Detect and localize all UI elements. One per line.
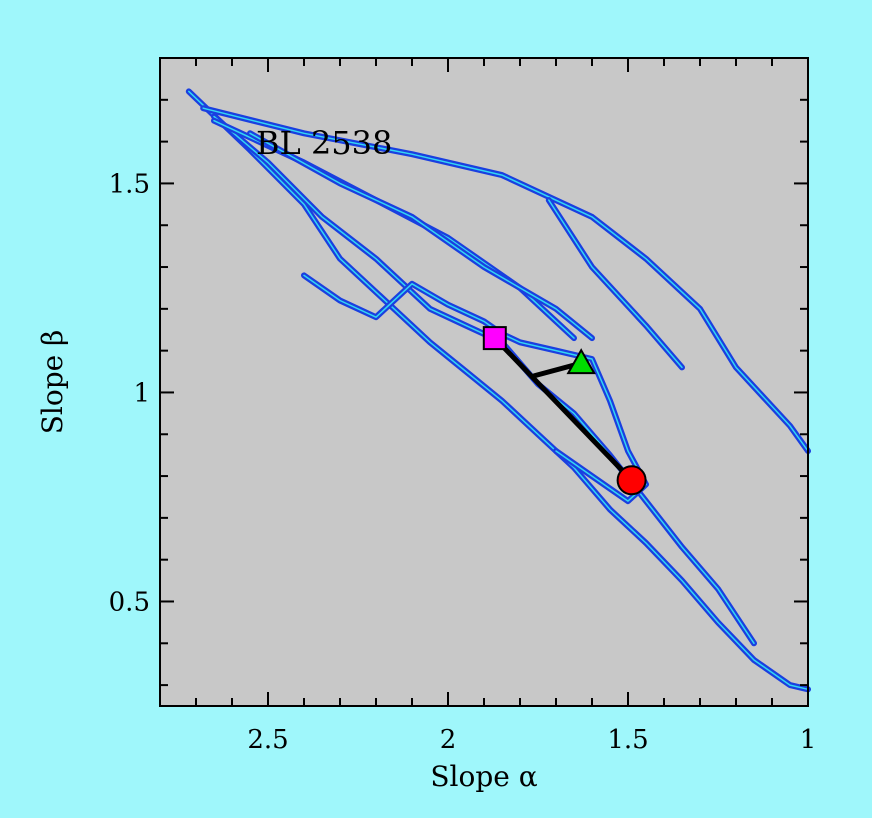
marker-layer <box>482 326 647 496</box>
triangle-marker <box>566 348 596 375</box>
x-tick-label: 1.5 <box>607 725 648 755</box>
x-tick-label: 1 <box>800 725 817 755</box>
circle-marker <box>616 465 647 496</box>
series-trajectory-band-upper <box>185 88 811 693</box>
series-line-inner <box>188 90 809 691</box>
series-trajectory-tail <box>200 105 811 454</box>
y-tick-label: 1 <box>133 378 150 408</box>
series-line-inner <box>249 132 593 339</box>
connector-line-1 <box>492 335 635 483</box>
x-axis-label: Slope α <box>430 760 537 793</box>
series-trajectory-fan-2 <box>247 130 595 342</box>
x-tick-label: 2 <box>440 725 457 755</box>
square-marker <box>482 326 507 351</box>
series-trajectory-thin-tail <box>545 197 685 371</box>
tick-layer: 2.5 2 1.5 1 0.5 1 1.5 <box>109 57 817 755</box>
chart-title: BL 2538 <box>256 124 392 162</box>
y-tick-label: 0.5 <box>109 587 150 617</box>
y-tick-label: 1.5 <box>109 169 150 199</box>
x-tick-label: 2.5 <box>247 725 288 755</box>
series-line-inner <box>202 107 809 452</box>
y-axis-label: Slope β <box>36 330 69 435</box>
series-line-inner <box>548 199 683 369</box>
